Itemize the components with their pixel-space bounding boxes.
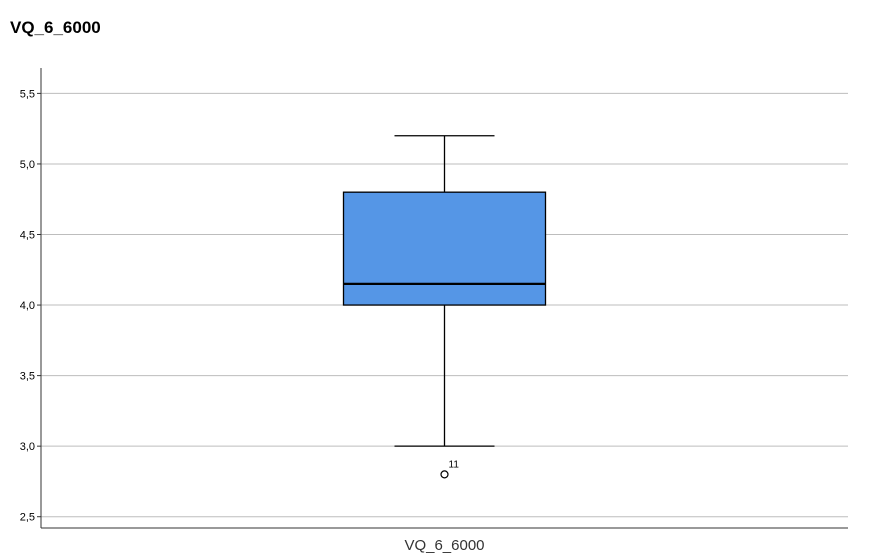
y-tick-label: 5,5 xyxy=(20,88,35,100)
y-tick-label: 3,0 xyxy=(20,441,35,453)
box-plot: 11 xyxy=(342,135,547,479)
y-tick-label: 4,0 xyxy=(20,300,35,312)
y-tick-label: 3,5 xyxy=(20,371,35,383)
outlier-label: 11 xyxy=(449,459,460,470)
y-tick-label: 4,5 xyxy=(20,230,35,242)
y-tick-label: 2,5 xyxy=(20,512,35,524)
chart-title: VQ_6_6000 xyxy=(10,18,101,37)
y-tick-label: 5,0 xyxy=(20,159,35,171)
x-category-label: VQ_6_6000 xyxy=(404,537,484,554)
outlier-point xyxy=(440,470,449,479)
y-tick-labels: 2,5 3,0 3,5 4,0 4,5 5,0 5,5 xyxy=(20,88,35,523)
box-iqr xyxy=(342,191,547,306)
